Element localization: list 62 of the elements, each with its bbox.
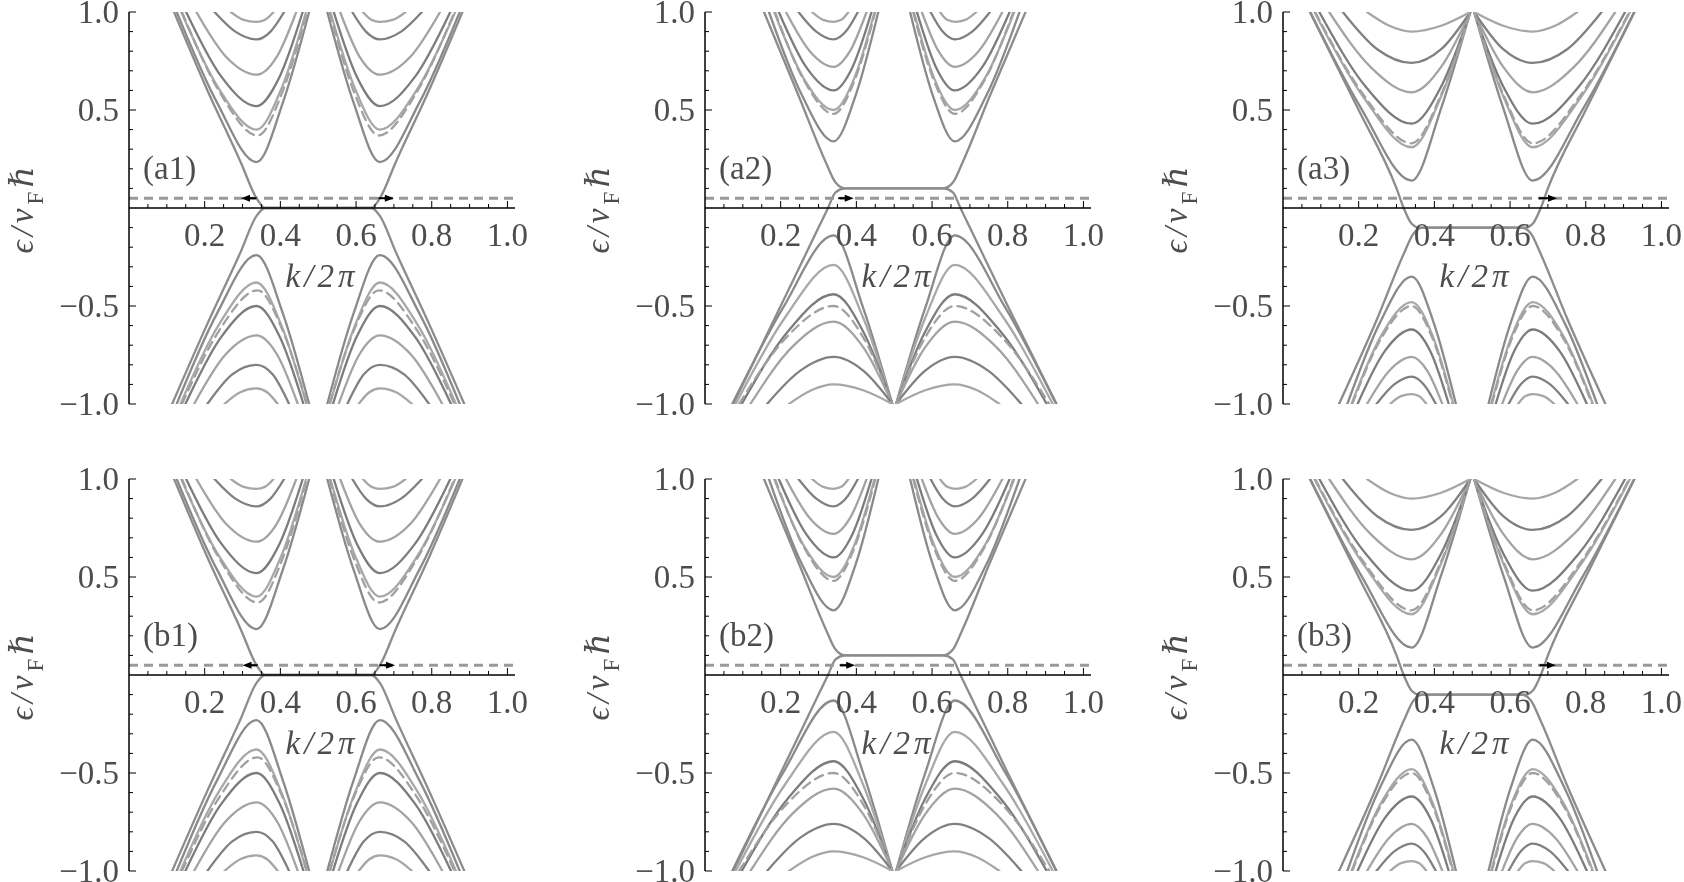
y-tick-label: −1.0 [59, 853, 119, 882]
y-tick-label: 0.5 [77, 559, 119, 595]
x-tick-label: 0.8 [411, 684, 453, 720]
y-tick-label: −1.0 [1213, 853, 1273, 882]
annotation: (b1) [143, 617, 198, 654]
y-tick-label: −0.5 [1213, 288, 1273, 324]
x-tick-label: 0.8 [987, 684, 1029, 720]
x-axis-title: k/2π [1439, 725, 1513, 761]
x-tick-label: 0.2 [760, 217, 802, 253]
x-axis-title: k/2π [1439, 258, 1513, 294]
y-tick-label: −0.5 [635, 755, 695, 791]
y-tick-label: −0.5 [59, 755, 119, 791]
x-axis-title: k/2π [861, 258, 935, 294]
y-tick-label: 0.5 [1231, 559, 1273, 595]
x-tick-label: 0.6 [335, 217, 377, 253]
y-tick-label: 1.0 [1231, 0, 1273, 30]
x-tick-label: 0.2 [1338, 684, 1380, 720]
x-tick-label: 0.6 [911, 217, 953, 253]
y-tick-label: 0.5 [653, 559, 695, 595]
y-tick-label: 1.0 [1231, 461, 1273, 497]
y-tick-label: 1.0 [653, 461, 695, 497]
y-tick-label: −0.5 [59, 288, 119, 324]
annotation: (b3) [1297, 617, 1352, 654]
y-tick-label: 0.5 [653, 92, 695, 128]
x-tick-label: 1.0 [1640, 684, 1683, 720]
x-axis-title: k/2π [861, 725, 935, 761]
x-axis-title: k/2π [285, 725, 359, 761]
x-tick-label: 1.0 [1640, 217, 1683, 253]
x-tick-label: 0.6 [911, 684, 953, 720]
x-tick-label: 1.0 [1062, 684, 1105, 720]
x-tick-label: 0.8 [987, 217, 1029, 253]
x-tick-label: 0.2 [184, 217, 226, 253]
x-tick-label: 0.4 [259, 684, 301, 720]
x-tick-label: 1.0 [486, 684, 529, 720]
y-tick-label: −0.5 [635, 288, 695, 324]
annotation: (a3) [1297, 150, 1351, 187]
y-tick-label: −1.0 [59, 386, 119, 422]
y-tick-label: −1.0 [635, 853, 695, 882]
y-tick-label: 1.0 [77, 0, 119, 30]
y-tick-label: 0.5 [1231, 92, 1273, 128]
x-tick-label: 0.2 [184, 684, 226, 720]
y-tick-label: −0.5 [1213, 755, 1273, 791]
x-tick-label: 1.0 [486, 217, 529, 253]
y-tick-label: 1.0 [653, 0, 695, 30]
x-tick-label: 0.4 [835, 684, 877, 720]
x-axis-title: k/2π [285, 258, 359, 294]
x-tick-label: 0.4 [259, 217, 301, 253]
x-tick-label: 0.2 [760, 684, 802, 720]
annotation: (b2) [719, 617, 774, 654]
x-tick-label: 0.8 [411, 217, 453, 253]
x-tick-label: 0.8 [1565, 684, 1607, 720]
x-tick-label: 0.4 [835, 217, 877, 253]
y-tick-label: 0.5 [77, 92, 119, 128]
y-tick-label: −1.0 [635, 386, 695, 422]
annotation: (a1) [143, 150, 197, 187]
y-tick-label: 1.0 [77, 461, 119, 497]
x-tick-label: 0.2 [1338, 217, 1380, 253]
x-tick-label: 1.0 [1062, 217, 1105, 253]
annotation: (a2) [719, 150, 773, 187]
x-tick-label: 0.8 [1565, 217, 1607, 253]
y-tick-label: −1.0 [1213, 386, 1273, 422]
x-tick-label: 0.6 [335, 684, 377, 720]
